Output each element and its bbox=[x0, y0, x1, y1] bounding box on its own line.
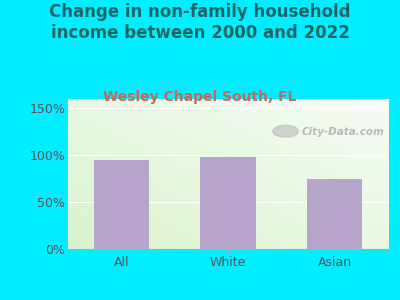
Text: City-Data.com: City-Data.com bbox=[302, 127, 384, 137]
Text: Change in non-family household
income between 2000 and 2022: Change in non-family household income be… bbox=[49, 3, 351, 42]
Bar bbox=[94, 160, 149, 249]
Bar bbox=[307, 179, 362, 249]
Circle shape bbox=[273, 125, 298, 137]
Bar bbox=[200, 157, 256, 249]
Text: Wesley Chapel South, FL: Wesley Chapel South, FL bbox=[103, 90, 297, 104]
